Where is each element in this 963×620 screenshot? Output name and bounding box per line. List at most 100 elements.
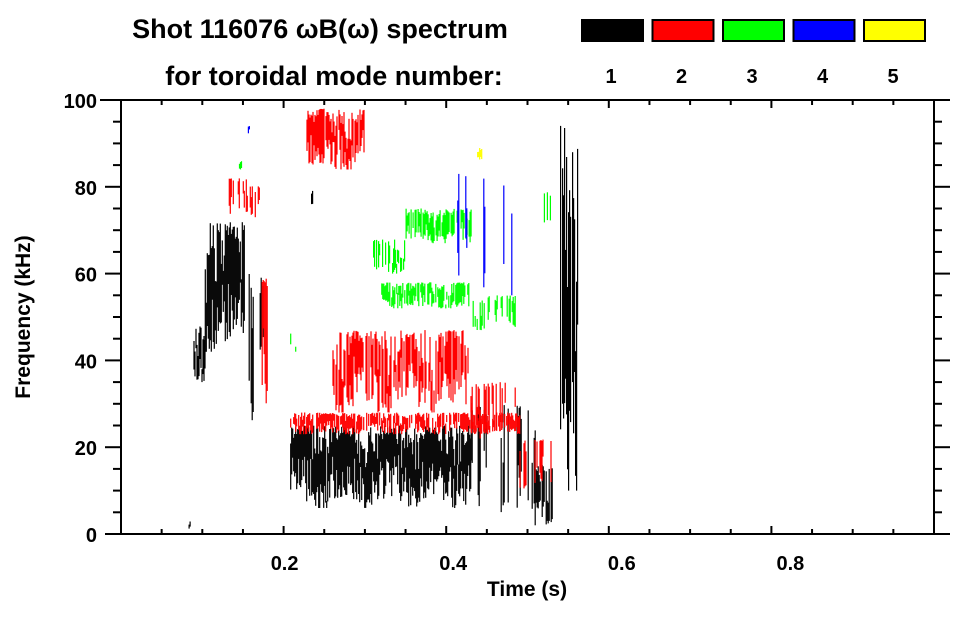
spectral-streak bbox=[383, 283, 385, 300]
spectral-streak bbox=[485, 414, 487, 468]
spectral-streak bbox=[351, 335, 353, 399]
spectral-streak bbox=[379, 412, 381, 426]
spectral-streak bbox=[264, 282, 266, 384]
spectral-streak bbox=[499, 382, 501, 432]
spectral-streak bbox=[237, 238, 239, 303]
spectral-streak bbox=[351, 112, 353, 146]
spectral-streak bbox=[368, 413, 370, 426]
spectral-streak bbox=[474, 316, 476, 327]
spectral-streak bbox=[374, 240, 376, 267]
spectral-streak bbox=[397, 413, 399, 426]
spectral-streak bbox=[324, 413, 326, 424]
spectral-streak bbox=[468, 283, 470, 307]
spectral-streak bbox=[404, 240, 406, 262]
spectral-streak bbox=[408, 434, 410, 507]
x-tick-label: 0.6 bbox=[608, 553, 636, 575]
spectral-streak bbox=[403, 258, 405, 270]
spectral-streak bbox=[421, 357, 423, 393]
spectral-streak bbox=[398, 415, 400, 434]
spectral-streak bbox=[429, 282, 431, 294]
legend-label-mode-5: 5 bbox=[887, 66, 898, 88]
spectral-streak bbox=[437, 413, 439, 428]
legend-label-mode-3: 3 bbox=[746, 66, 757, 88]
spectral-streak bbox=[292, 428, 294, 458]
legend: 1 2 3 4 5 bbox=[581, 19, 926, 88]
spectral-streak bbox=[193, 341, 195, 370]
spectral-streak bbox=[327, 446, 329, 502]
spectral-streak bbox=[243, 225, 245, 321]
spectral-streak bbox=[356, 122, 358, 146]
spectral-streak bbox=[402, 283, 404, 298]
spectral-streak bbox=[344, 131, 346, 153]
spectral-streak bbox=[227, 235, 229, 284]
spectral-streak bbox=[442, 425, 444, 476]
spectral-streak bbox=[350, 140, 352, 170]
spectral-streak bbox=[402, 440, 404, 475]
spectral-streak bbox=[445, 304, 447, 309]
spectral-streak bbox=[462, 413, 464, 430]
spectral-streak bbox=[357, 453, 359, 481]
spectral-streak bbox=[454, 465, 456, 508]
spectral-streak bbox=[293, 437, 295, 472]
spectral-streak bbox=[298, 429, 300, 459]
spectral-streak bbox=[492, 418, 494, 432]
spectral-streak bbox=[336, 438, 338, 470]
spectral-streak bbox=[374, 451, 376, 493]
spectral-streak bbox=[461, 331, 463, 376]
spectral-streak bbox=[318, 417, 320, 427]
spectral-streak bbox=[563, 195, 565, 419]
spectral-streak bbox=[349, 138, 351, 161]
spectral-streak bbox=[396, 412, 398, 426]
spectral-streak bbox=[406, 333, 408, 388]
spectral-streak bbox=[397, 292, 399, 309]
legend-swatch-mode-1 bbox=[581, 19, 644, 42]
spectral-streak bbox=[335, 364, 337, 411]
spectral-streak bbox=[417, 209, 419, 233]
legend-swatch-mode-3 bbox=[722, 19, 785, 42]
spectral-streak bbox=[550, 441, 552, 483]
spectral-streak bbox=[393, 290, 395, 309]
spectral-streak bbox=[545, 471, 547, 525]
spectral-streak bbox=[465, 414, 467, 430]
spectral-streak bbox=[320, 415, 322, 424]
spectral-streak bbox=[395, 429, 397, 468]
spectral-streak bbox=[257, 186, 259, 205]
spectral-streak bbox=[381, 418, 383, 429]
spectral-streak bbox=[340, 122, 342, 170]
spectral-streak bbox=[375, 417, 377, 424]
spectral-streak bbox=[418, 412, 420, 431]
spectral-streak bbox=[344, 413, 346, 431]
spectral-streak bbox=[360, 119, 362, 146]
spectral-streak bbox=[420, 433, 422, 479]
spectral-streak bbox=[562, 168, 564, 404]
spectral-streak bbox=[331, 132, 333, 162]
spectral-streak bbox=[511, 412, 513, 431]
spectral-streak bbox=[508, 298, 510, 321]
spectral-streak bbox=[306, 416, 308, 434]
spectral-streak bbox=[540, 440, 542, 479]
spectral-streak bbox=[423, 214, 425, 235]
spectral-streak bbox=[419, 213, 421, 233]
spectral-streak bbox=[397, 444, 399, 485]
spectral-streak bbox=[411, 414, 413, 424]
spectral-streak bbox=[517, 416, 519, 434]
spectral-streak bbox=[291, 427, 293, 475]
spectral-streak bbox=[429, 218, 431, 235]
spectral-streak bbox=[433, 390, 435, 413]
spectral-streak bbox=[434, 427, 436, 480]
spectral-streak bbox=[330, 428, 332, 475]
spectral-streak bbox=[350, 343, 352, 400]
spectral-streak bbox=[239, 241, 241, 283]
spectral-streak bbox=[342, 381, 344, 413]
spectral-streak bbox=[381, 283, 383, 295]
spectral-streak bbox=[189, 521, 191, 527]
spectral-streak bbox=[307, 414, 309, 429]
spectral-streak bbox=[377, 458, 379, 500]
spectral-streak bbox=[394, 413, 396, 424]
spectral-streak bbox=[470, 403, 472, 433]
spectral-streak bbox=[239, 162, 242, 170]
spectral-streak bbox=[203, 336, 205, 381]
spectral-streak bbox=[458, 173, 460, 276]
spectral-streak bbox=[448, 431, 450, 482]
spectral-streak bbox=[535, 469, 537, 503]
